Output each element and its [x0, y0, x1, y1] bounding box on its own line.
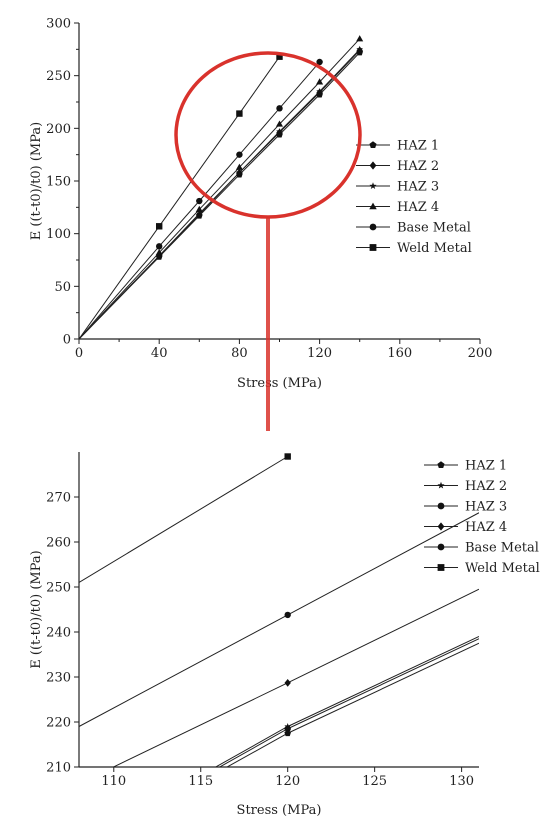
legend-label-haz-3: HAZ 3: [465, 500, 507, 515]
plot-area: [79, 453, 479, 767]
data-point-base-metal: [236, 151, 243, 158]
x-tick-label: 125: [362, 774, 387, 789]
x-tick-label: 130: [449, 774, 474, 789]
y-tick-label: 250: [46, 69, 71, 84]
y-tick-label: 270: [46, 491, 71, 506]
data-point-base-metal: [156, 243, 163, 250]
plot-area: [79, 35, 364, 339]
x-tick-label: 40: [151, 346, 168, 361]
y-tick-label: 50: [54, 280, 71, 295]
data-point-haz-4: [356, 35, 364, 42]
x-tick-label: 80: [231, 346, 248, 361]
legend-marker-haz-3: [437, 502, 445, 510]
data-point-haz-3: [276, 127, 283, 135]
zoom-annotation: [174, 51, 362, 431]
x-tick-label: 0: [75, 346, 83, 361]
series-line-base-metal: [79, 512, 479, 727]
data-point-haz-4: [284, 679, 291, 687]
data-point-haz-4: [275, 120, 284, 127]
y-tick-label: 230: [46, 671, 71, 686]
x-tick-label: 120: [307, 346, 332, 361]
legend-marker-haz-3: [369, 182, 377, 190]
data-point-haz-3: [236, 169, 243, 176]
data-point-haz-3: [155, 252, 163, 259]
legend-marker-haz-4: [369, 202, 377, 210]
data-point-base-metal: [284, 611, 291, 619]
data-point-haz-4: [235, 163, 243, 170]
y-tick-label: 220: [46, 716, 71, 731]
y-axis-label: E ((t-t0)/t0) (MPa): [29, 122, 44, 240]
legend-marker-base-metal: [369, 223, 377, 231]
legend-marker-haz-2: [369, 161, 377, 170]
series-line-base-metal: [79, 61, 320, 339]
legend-label-base-metal: Base Metal: [465, 541, 539, 556]
zoom-circle: [174, 51, 362, 219]
legend-label-haz-4: HAZ 4: [465, 520, 507, 535]
x-tick-label: 200: [468, 346, 493, 361]
y-tick-label: 240: [46, 626, 71, 641]
data-point-weld-metal: [156, 223, 163, 230]
y-axis-label: E ((t-t0)/t0) (MPa): [29, 550, 44, 668]
x-axis-label: Stress (MPa): [237, 803, 322, 818]
legend-label-haz-1: HAZ 1: [465, 459, 507, 474]
data-point-haz-4: [316, 78, 324, 85]
chart-panel-1: 0 40 80 120 160 200 0 50 100 150 200 250 300 Stress (…: [29, 17, 492, 392]
data-point-haz-3: [356, 45, 364, 53]
series-line-haz-4: [112, 588, 479, 767]
data-point-haz-4: [155, 248, 163, 256]
legend-marker-haz-4: [437, 522, 445, 531]
y-tick-label: 150: [46, 175, 71, 190]
series-line-haz-3: [218, 638, 479, 767]
legend: HAZ 1 HAZ 2 HAZ 3 HAZ 4 Base Metal Weld Metal: [356, 139, 472, 256]
data-point-haz-3: [195, 210, 203, 217]
legend-label-haz-4: HAZ 4: [397, 200, 439, 215]
y-tick-label: 260: [46, 536, 71, 551]
data-point-haz-3: [316, 87, 323, 95]
data-point-weld-metal: [276, 53, 283, 60]
series-line-haz-1: [226, 642, 479, 767]
data-point-base-metal: [316, 58, 323, 66]
legend-marker-base-metal: [437, 543, 445, 551]
data-point-base-metal: [276, 105, 283, 112]
zoom-connector: [266, 216, 270, 431]
series-line-weld-metal: [79, 56, 280, 339]
legend-label-weld-metal: Weld Metal: [397, 241, 472, 256]
legend-marker-haz-1: [437, 461, 445, 469]
legend-label-haz-2: HAZ 2: [397, 159, 439, 174]
legend-label-base-metal: Base Metal: [397, 221, 471, 236]
y-tick-label: 210: [46, 761, 71, 776]
x-tick-label: 160: [387, 346, 412, 361]
x-tick-label: 115: [188, 774, 213, 789]
chart-panel-2: 110 115 120 125 130 210 220 230 240 250 260 270 Stre…: [29, 452, 540, 818]
data-point-haz-4: [195, 205, 203, 212]
y-tick-label: 0: [63, 333, 71, 348]
legend-label-haz-3: HAZ 3: [397, 180, 439, 195]
data-point-haz-3: [284, 725, 291, 732]
y-tick-label: 250: [46, 581, 71, 596]
legend-marker-weld-metal: [369, 244, 377, 251]
legend-label-weld-metal: Weld Metal: [465, 561, 540, 576]
x-axis-label: Stress (MPa): [237, 376, 322, 391]
legend-label-haz-1: HAZ 1: [397, 139, 439, 154]
x-tick-label: 120: [275, 774, 300, 789]
legend-marker-weld-metal: [437, 564, 445, 571]
legend-label-haz-2: HAZ 2: [465, 479, 507, 494]
y-tick-label: 100: [46, 227, 71, 242]
data-point-base-metal: [196, 197, 203, 205]
legend-marker-haz-1: [369, 141, 377, 149]
legend: HAZ 1 HAZ 2 HAZ 3 HAZ 4 Base Metal Weld Metal: [424, 459, 540, 576]
data-point-weld-metal: [284, 453, 291, 460]
y-tick-label: 300: [46, 17, 71, 32]
x-tick-label: 110: [101, 774, 126, 789]
y-tick-label: 200: [46, 122, 71, 137]
data-point-weld-metal: [236, 110, 243, 117]
series-line-weld-metal: [79, 456, 288, 583]
legend-marker-haz-2: [437, 481, 445, 489]
